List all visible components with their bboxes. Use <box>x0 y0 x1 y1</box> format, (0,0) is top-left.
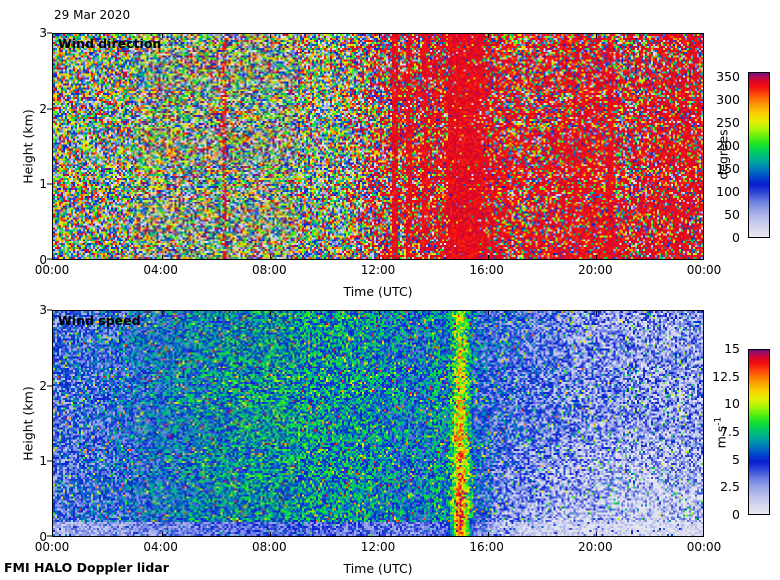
colorbar-tick-label: 7.5 <box>720 424 740 439</box>
x-tick-mark <box>161 532 163 536</box>
colorbar-tick-label: 300 <box>716 91 740 107</box>
y-axis-label-wind-speed: Height (km) <box>20 386 36 461</box>
x-tick-label: 00:00 <box>686 263 722 277</box>
x-tick-mark <box>487 532 489 536</box>
x-tick-label: 12:00 <box>360 263 396 277</box>
heatmap-wind-direction <box>53 34 703 259</box>
y-tick-mark <box>47 535 52 537</box>
y-tick-label: 0 <box>39 530 47 544</box>
colorbar-tick-label: 50 <box>724 206 740 222</box>
y-axis-label-wind-direction: Height (km) <box>20 109 36 184</box>
x-axis-label-wind-speed: Time (UTC) <box>343 561 413 576</box>
x-tick-mark <box>487 255 489 259</box>
x-tick-mark <box>596 532 598 536</box>
x-tick-label: 00:00 <box>34 263 70 277</box>
x-tick-mark <box>379 255 380 259</box>
x-tick-mark-top <box>487 34 489 38</box>
colorbar-tick-label: 0 <box>732 507 740 522</box>
y-tick-label: 3 <box>39 303 47 317</box>
colorbar-tick-label: 15 <box>724 341 740 356</box>
x-tick-mark <box>596 255 598 259</box>
colorbar-tick-label: 100 <box>716 183 740 199</box>
x-tick-mark <box>379 532 380 536</box>
y-tick-label: 1 <box>39 454 47 469</box>
date-label: 29 Mar 2020 <box>54 8 131 22</box>
x-tick-label: 08:00 <box>252 263 287 277</box>
x-tick-mark-top <box>161 311 163 315</box>
x-tick-label: 00:00 <box>686 540 722 554</box>
x-tick-mark <box>270 255 272 259</box>
y-tick-mark <box>47 258 52 260</box>
x-tick-mark-top <box>270 34 272 38</box>
colorbar-tick-label: 0 <box>732 230 740 245</box>
colorbar-tick-label: 12.5 <box>712 368 740 384</box>
x-tick-mark-top <box>161 34 163 38</box>
x-tick-label: 12:00 <box>360 540 396 554</box>
plot-area-wind-speed[interactable] <box>52 310 704 537</box>
footer-label: FMI HALO Doppler lidar <box>4 560 169 575</box>
colorbar-gradient-wind-direction <box>749 73 769 237</box>
y-tick-mark <box>47 32 52 34</box>
x-tick-label: 08:00 <box>252 540 287 554</box>
colorbar-label-wind-speed: m s-1 <box>712 388 729 478</box>
y-tick-mark <box>47 108 52 110</box>
colorbar-label-wind-direction: degrees <box>715 129 731 180</box>
x-tick-label: 00:00 <box>34 540 70 554</box>
colorbar-tick-label: 250 <box>716 114 740 130</box>
x-tick-mark-top <box>487 311 489 315</box>
y-tick-label: 3 <box>39 26 47 40</box>
colorbar-label-exponent: -1 <box>713 416 724 426</box>
x-tick-mark-top <box>379 34 380 38</box>
x-tick-label: 16:00 <box>469 263 504 277</box>
colorbar-gradient-wind-speed <box>749 350 769 514</box>
colorbar-tick-label: 2.5 <box>720 479 740 495</box>
y-tick-mark <box>47 309 52 311</box>
colorbar-wind-direction <box>748 72 770 238</box>
x-tick-mark <box>270 532 272 536</box>
y-tick-mark <box>47 460 52 462</box>
colorbar-wind-speed <box>748 349 770 515</box>
y-tick-label: 2 <box>39 101 47 116</box>
y-tick-label: 2 <box>39 378 47 393</box>
x-tick-mark <box>161 255 163 259</box>
heatmap-wind-speed <box>53 311 703 536</box>
y-tick-mark <box>47 183 52 185</box>
y-tick-mark <box>47 385 52 387</box>
y-tick-label: 1 <box>39 177 47 192</box>
x-tick-label: 20:00 <box>578 263 613 277</box>
x-tick-label: 16:00 <box>469 540 504 554</box>
colorbar-tick-label: 350 <box>716 68 740 84</box>
colorbar-tick-label: 200 <box>716 137 740 153</box>
y-tick-label: 0 <box>39 253 47 267</box>
x-tick-mark-top <box>379 311 380 315</box>
colorbar-tick-label: 10 <box>724 396 740 412</box>
x-tick-mark-top <box>596 311 598 315</box>
x-tick-mark-top <box>270 311 272 315</box>
x-tick-mark-top <box>596 34 598 38</box>
colorbar-tick-label: 5 <box>732 451 740 467</box>
x-tick-label: 04:00 <box>143 540 178 554</box>
x-axis-label-wind-direction: Time (UTC) <box>343 284 413 299</box>
colorbar-label-text: m s <box>713 425 729 449</box>
colorbar-tick-label: 150 <box>716 160 740 176</box>
plot-area-wind-direction[interactable] <box>52 33 704 260</box>
x-tick-label: 04:00 <box>143 263 178 277</box>
x-tick-label: 20:00 <box>578 540 613 554</box>
